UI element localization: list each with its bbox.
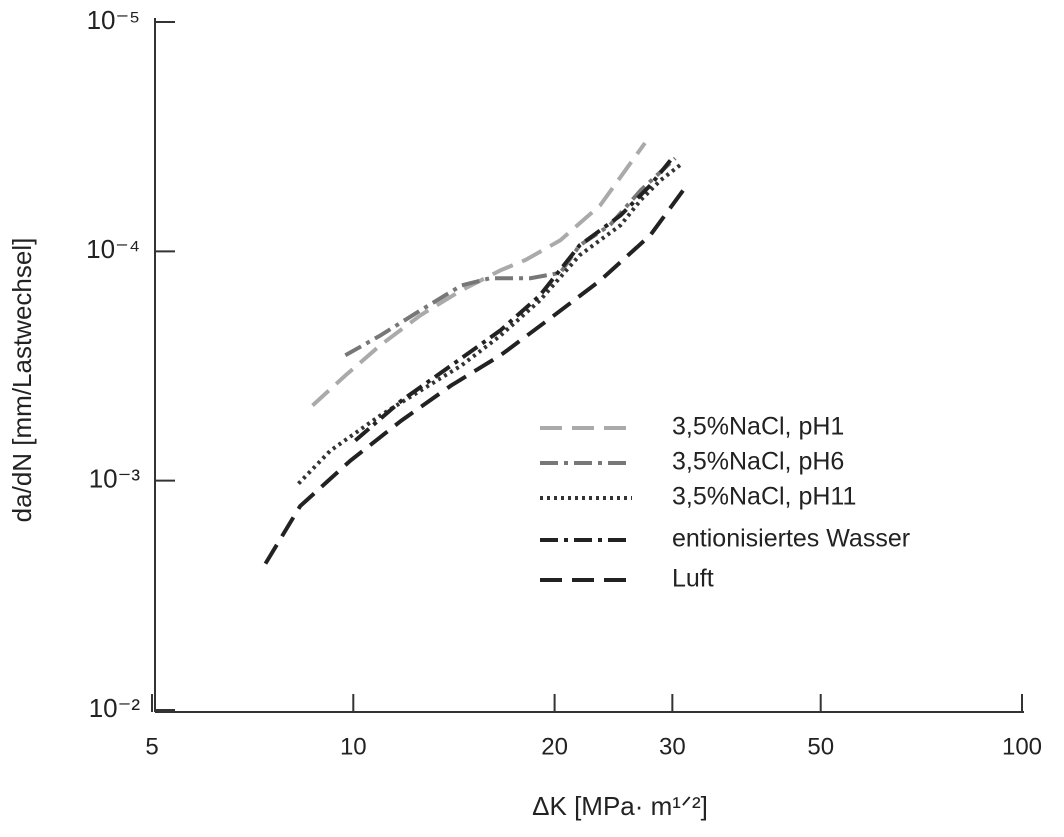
x-tick-label: 30 <box>659 733 686 760</box>
x-axis-label: ΔK [MPa· m¹ᐟ²] <box>532 791 708 821</box>
legend-label: 3,5%NaCl, pH11 <box>672 483 856 511</box>
x-tick-label: 5 <box>145 733 158 760</box>
y-tick-label: 10⁻³ <box>89 464 141 494</box>
series-line <box>263 182 690 565</box>
x-tick-label: 100 <box>1002 733 1042 760</box>
series-line <box>354 159 672 442</box>
x-tick-label: 50 <box>807 733 834 760</box>
y-tick-label: 10⁻² <box>89 693 141 723</box>
series-line <box>344 156 677 358</box>
x-tick-label: 20 <box>541 733 568 760</box>
legend-label: entionisiertes Wasser <box>672 525 910 553</box>
legend-label: Luft <box>672 565 714 593</box>
y-tick-label: 10⁻⁴ <box>86 234 140 264</box>
y-axis-label: da/dN [mm/Lastwechsel] <box>7 238 37 523</box>
x-tick-label: 10 <box>340 733 367 760</box>
legend-label: 3,5%NaCl, pH1 <box>672 413 844 441</box>
y-tick-label: 10⁻⁵ <box>87 5 140 35</box>
legend-label: 3,5%NaCl, pH6 <box>672 448 844 476</box>
series-line <box>311 141 647 407</box>
